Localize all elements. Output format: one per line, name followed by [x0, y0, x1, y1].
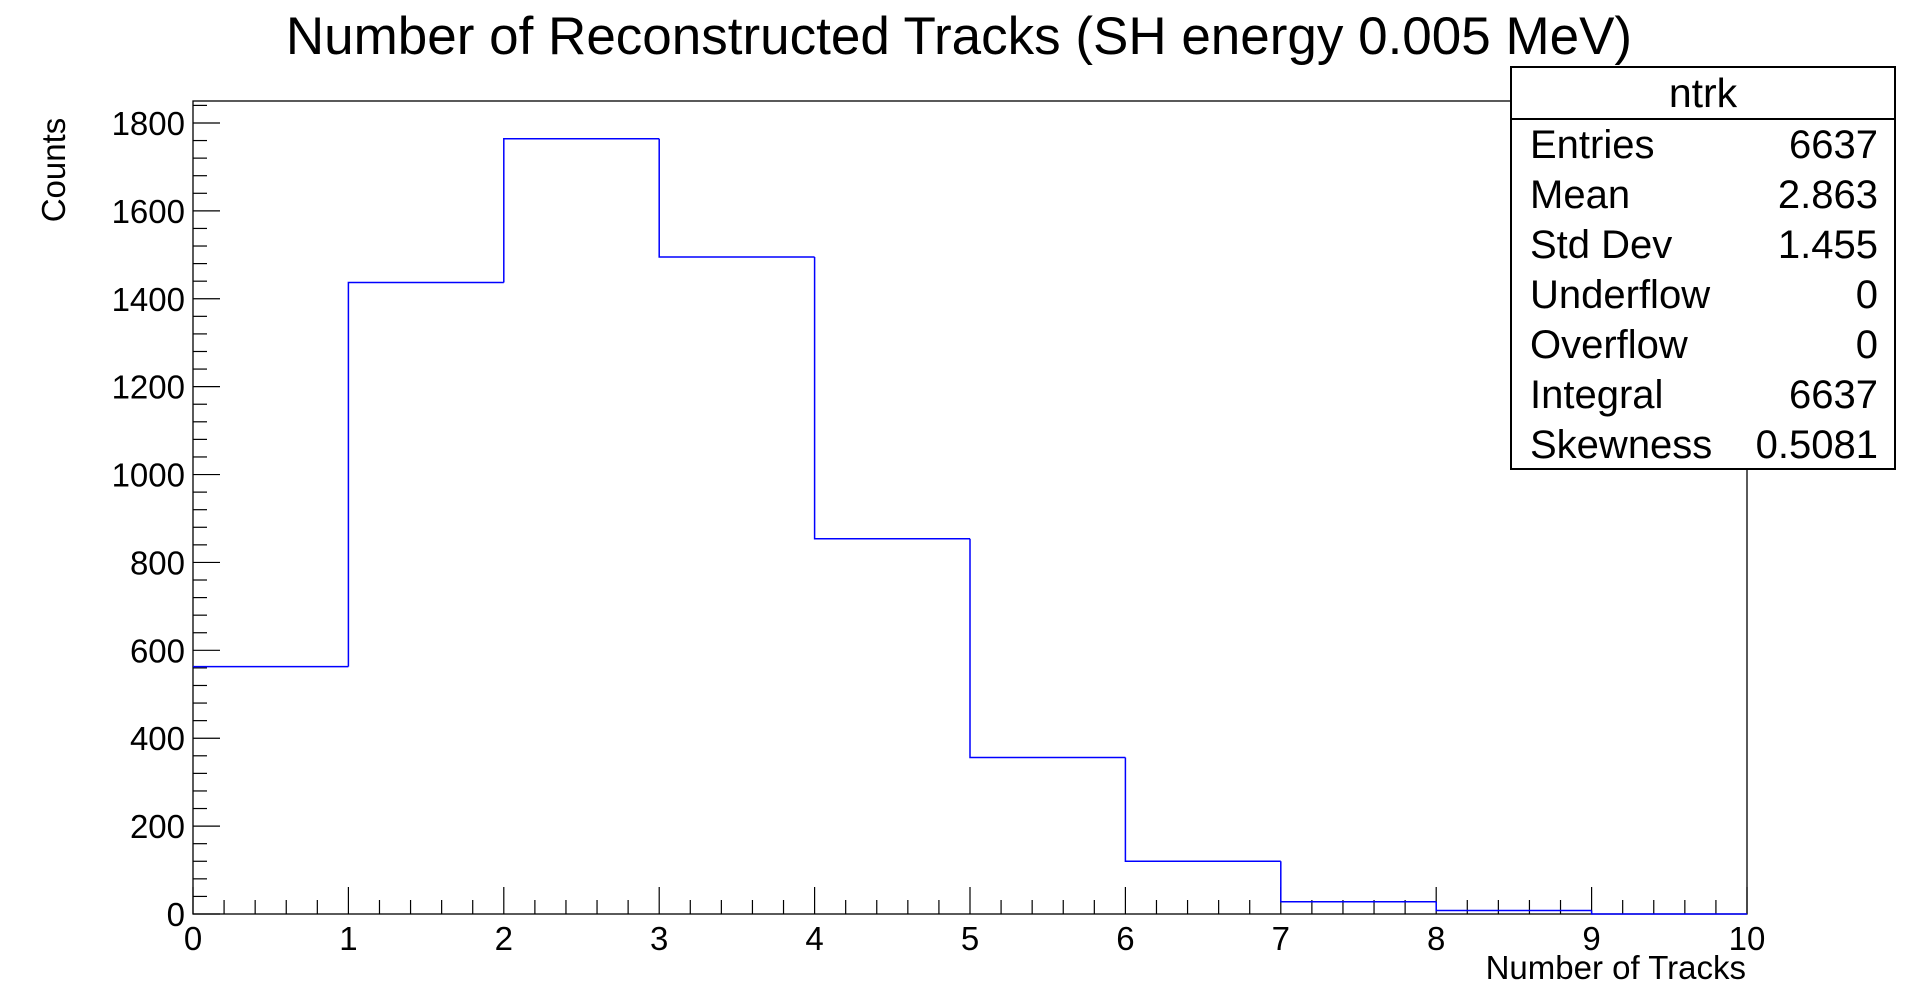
- y-tick-label: 400: [130, 720, 185, 757]
- histogram-bin: [347, 281, 504, 667]
- histogram-bin: [969, 538, 1126, 759]
- x-tick-label: 8: [1427, 920, 1445, 957]
- histogram-bin: [503, 138, 660, 283]
- stats-box: ntrk Entries 6637 Mean 2.863 Std Dev 1.4…: [1510, 66, 1896, 470]
- stats-value: 6637: [1789, 373, 1878, 417]
- x-tick-label: 0: [184, 920, 202, 957]
- histogram-bin: [1590, 910, 1747, 915]
- histogram-bin: [1280, 861, 1437, 903]
- x-tick-label: 1: [339, 920, 357, 957]
- x-tick-label: 6: [1116, 920, 1134, 957]
- y-tick-label: 0: [167, 896, 185, 933]
- chart-title: Number of Reconstructed Tracks (SH energ…: [285, 7, 1633, 66]
- stats-row-std-dev: Std Dev 1.455: [1512, 220, 1894, 270]
- stats-value: 1.455: [1777, 223, 1878, 267]
- y-tick-label: 1000: [112, 457, 185, 494]
- stats-title: ntrk: [1512, 68, 1894, 120]
- stats-value: 0.5081: [1755, 423, 1878, 467]
- stats-label: Skewness: [1530, 423, 1713, 467]
- y-axis-label: Counts: [35, 117, 72, 223]
- x-tick-label: 3: [650, 920, 668, 957]
- histogram-bin: [1124, 757, 1281, 863]
- stats-row-integral: Integral 6637: [1512, 370, 1894, 420]
- y-tick-label: 600: [130, 632, 185, 669]
- stats-row-underflow: Underflow 0: [1512, 270, 1894, 320]
- stats-value: 0: [1855, 273, 1878, 317]
- y-tick-label: 1200: [112, 369, 185, 406]
- stats-label: Std Dev: [1530, 223, 1673, 267]
- stats-row-entries: Entries 6637: [1512, 120, 1894, 170]
- x-axis-label: Number of Tracks: [1485, 949, 1746, 986]
- y-tick-label: 1400: [112, 281, 185, 318]
- y-tick-label: 1800: [112, 105, 185, 142]
- stats-value: 0: [1855, 323, 1878, 367]
- x-tick-label: 5: [961, 920, 979, 957]
- histogram-bin: [658, 138, 815, 258]
- y-tick-label: 1600: [112, 193, 185, 230]
- x-tick-label: 4: [805, 920, 823, 957]
- stats-value: 2.863: [1777, 173, 1878, 217]
- y-tick-label: 800: [130, 544, 185, 581]
- stats-label: Entries: [1530, 123, 1655, 167]
- x-tick-label: 10: [1729, 920, 1766, 957]
- histogram-bin: [1435, 901, 1592, 912]
- stats-row-mean: Mean 2.863: [1512, 170, 1894, 220]
- x-tick-label: 2: [495, 920, 513, 957]
- x-tick-label: 7: [1272, 920, 1290, 957]
- stats-label: Integral: [1530, 373, 1664, 417]
- stats-row-skewness: Skewness 0.5081: [1512, 420, 1894, 470]
- stats-row-overflow: Overflow 0: [1512, 320, 1894, 370]
- stats-label: Overflow: [1530, 323, 1688, 367]
- stats-label: Mean: [1530, 173, 1631, 217]
- y-tick-label: 200: [130, 808, 185, 845]
- stats-value: 6637: [1789, 123, 1878, 167]
- x-tick-label: 9: [1582, 920, 1600, 957]
- stats-label: Underflow: [1530, 273, 1711, 317]
- histogram-bin: [813, 257, 970, 540]
